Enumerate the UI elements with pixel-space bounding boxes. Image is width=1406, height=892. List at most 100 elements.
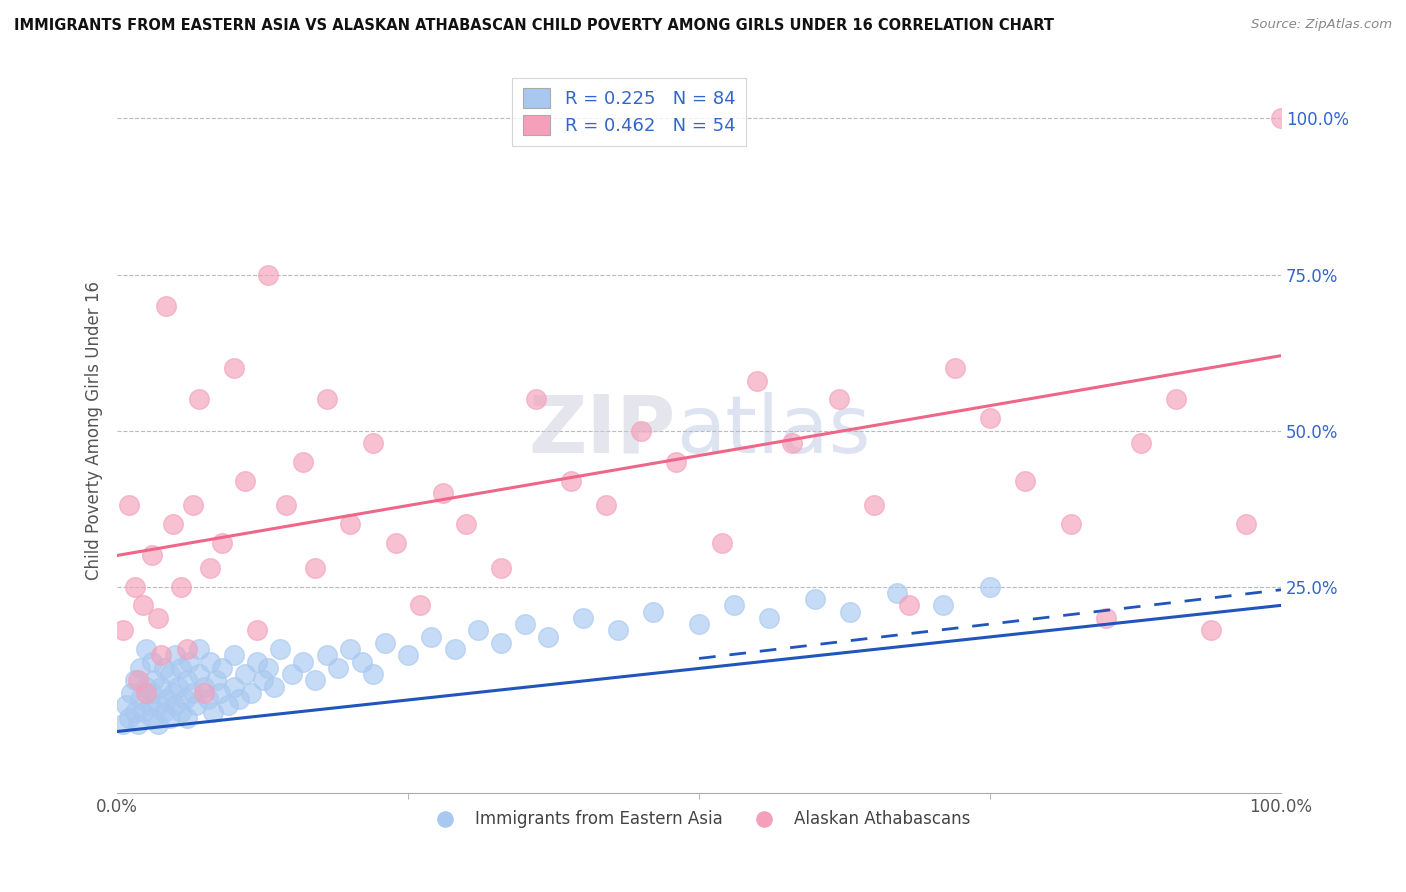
- Point: [141, 711, 163, 725]
- Point: [166, 680, 188, 694]
- Point: [143, 673, 166, 688]
- Point: [252, 673, 274, 688]
- Point: [173, 692, 195, 706]
- Point: [339, 642, 361, 657]
- Point: [1234, 517, 1257, 532]
- Point: [758, 611, 780, 625]
- Point: [197, 692, 219, 706]
- Point: [155, 299, 177, 313]
- Point: [176, 673, 198, 688]
- Point: [146, 698, 169, 713]
- Point: [141, 549, 163, 563]
- Point: [409, 599, 432, 613]
- Point: [159, 667, 181, 681]
- Point: [513, 617, 536, 632]
- Point: [711, 536, 734, 550]
- Point: [222, 648, 245, 663]
- Legend: Immigrants from Eastern Asia, Alaskan Athabascans: Immigrants from Eastern Asia, Alaskan At…: [422, 804, 977, 835]
- Point: [127, 673, 149, 688]
- Point: [292, 455, 315, 469]
- Point: [111, 624, 134, 638]
- Point: [150, 648, 173, 663]
- Point: [120, 686, 142, 700]
- Point: [200, 561, 222, 575]
- Point: [257, 268, 280, 282]
- Point: [1095, 611, 1118, 625]
- Point: [208, 686, 231, 700]
- Point: [420, 630, 443, 644]
- Point: [385, 536, 408, 550]
- Point: [350, 655, 373, 669]
- Point: [1060, 517, 1083, 532]
- Point: [181, 686, 204, 700]
- Point: [193, 680, 215, 694]
- Point: [1014, 474, 1036, 488]
- Point: [1130, 436, 1153, 450]
- Point: [118, 711, 141, 725]
- Point: [828, 392, 851, 407]
- Point: [146, 717, 169, 731]
- Point: [361, 436, 384, 450]
- Point: [839, 605, 862, 619]
- Point: [146, 611, 169, 625]
- Point: [315, 392, 337, 407]
- Point: [135, 642, 157, 657]
- Point: [111, 717, 134, 731]
- Point: [217, 698, 239, 713]
- Point: [179, 655, 201, 669]
- Point: [257, 661, 280, 675]
- Point: [132, 705, 155, 719]
- Point: [537, 630, 560, 644]
- Point: [780, 436, 803, 450]
- Point: [269, 642, 291, 657]
- Point: [292, 655, 315, 669]
- Point: [1270, 112, 1292, 126]
- Point: [124, 673, 146, 688]
- Point: [228, 692, 250, 706]
- Y-axis label: Child Poverty Among Girls Under 16: Child Poverty Among Girls Under 16: [86, 281, 103, 580]
- Text: Source: ZipAtlas.com: Source: ZipAtlas.com: [1251, 18, 1392, 31]
- Point: [456, 517, 478, 532]
- Point: [152, 661, 174, 675]
- Point: [489, 561, 512, 575]
- Point: [804, 592, 827, 607]
- Point: [233, 667, 256, 681]
- Point: [170, 705, 193, 719]
- Point: [524, 392, 547, 407]
- Point: [193, 686, 215, 700]
- Point: [723, 599, 745, 613]
- Point: [233, 474, 256, 488]
- Point: [170, 580, 193, 594]
- Point: [115, 698, 138, 713]
- Text: ZIP: ZIP: [529, 392, 676, 469]
- Point: [374, 636, 396, 650]
- Point: [129, 692, 152, 706]
- Point: [132, 599, 155, 613]
- Point: [274, 499, 297, 513]
- Point: [129, 661, 152, 675]
- Point: [152, 705, 174, 719]
- Point: [187, 392, 209, 407]
- Point: [165, 698, 187, 713]
- Point: [205, 673, 228, 688]
- Point: [304, 561, 326, 575]
- Point: [886, 586, 908, 600]
- Point: [124, 580, 146, 594]
- Point: [127, 717, 149, 731]
- Point: [932, 599, 955, 613]
- Point: [118, 499, 141, 513]
- Text: atlas: atlas: [676, 392, 870, 469]
- Point: [432, 486, 454, 500]
- Point: [396, 648, 419, 663]
- Text: IMMIGRANTS FROM EASTERN ASIA VS ALASKAN ATHABASCAN CHILD POVERTY AMONG GIRLS UND: IMMIGRANTS FROM EASTERN ASIA VS ALASKAN …: [14, 18, 1054, 33]
- Point: [606, 624, 628, 638]
- Point: [170, 661, 193, 675]
- Point: [187, 642, 209, 657]
- Point: [222, 361, 245, 376]
- Point: [201, 705, 224, 719]
- Point: [263, 680, 285, 694]
- Point: [641, 605, 664, 619]
- Point: [165, 648, 187, 663]
- Point: [155, 692, 177, 706]
- Point: [979, 580, 1001, 594]
